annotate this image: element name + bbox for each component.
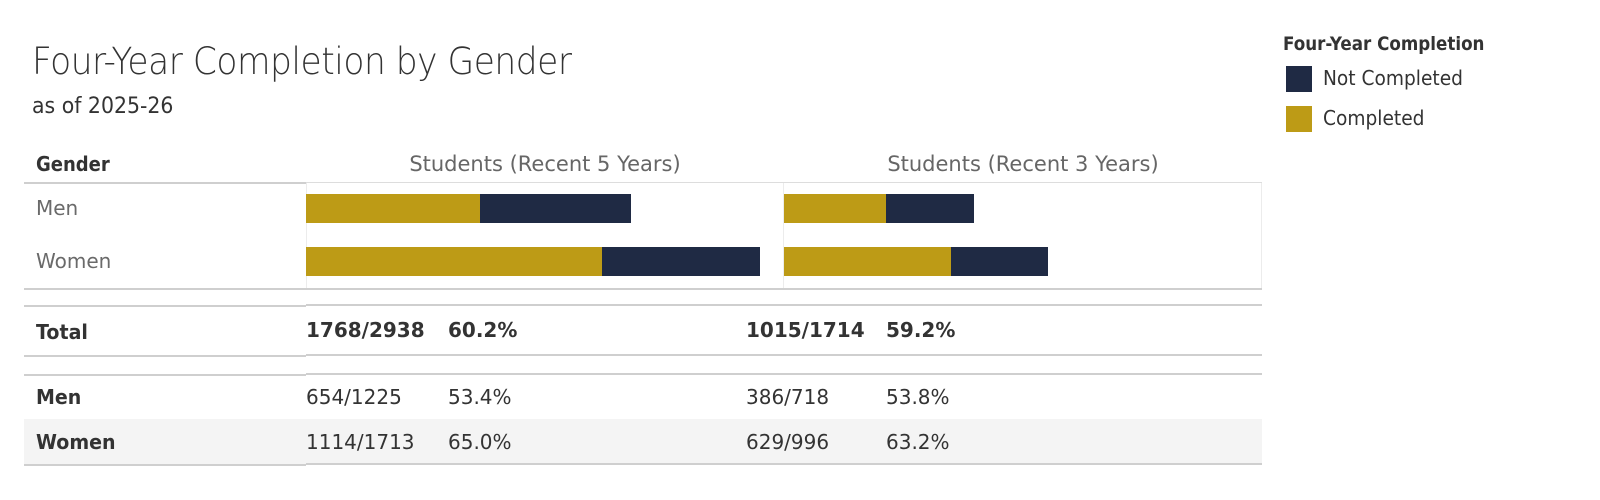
men-5yr-pct: 53.4% [448, 385, 512, 409]
total-label: Total [36, 320, 88, 344]
legend-label-not-completed[interactable]: Not Completed [1323, 66, 1463, 90]
legend-swatch-completed[interactable] [1286, 106, 1312, 132]
women-5yr-pct: 65.0% [448, 430, 512, 454]
bar-men-5yr-not-completed[interactable] [480, 194, 631, 223]
row-header-gender[interactable]: Gender [36, 152, 110, 176]
total-5yr-ratio: 1768/2938 [306, 318, 425, 342]
bar-women-3yr-not-completed[interactable] [951, 247, 1048, 276]
women-3yr-pct: 63.2% [886, 430, 950, 454]
column-header-recent-5-years[interactable]: Students (Recent 5 Years) [409, 152, 681, 176]
total-bottom-divider-left [24, 355, 306, 357]
chart-title: Four-Year Completion by Gender [32, 40, 572, 83]
table-row-women-label: Women [36, 430, 116, 454]
bar-women-3yr-completed[interactable] [784, 247, 951, 276]
men-3yr-pct: 53.8% [886, 385, 950, 409]
detail-top-divider-left [24, 374, 306, 376]
table-bottom-divider-left [24, 464, 306, 466]
chart-subtitle: as of 2025-26 [32, 94, 174, 119]
chart-bottom-divider-left [24, 288, 306, 290]
total-top-divider-right [306, 304, 1262, 306]
table-row-women [24, 419, 1262, 464]
header-divider-left [24, 182, 306, 184]
bar-men-5yr-completed[interactable] [306, 194, 480, 223]
legend-title: Four-Year Completion [1283, 33, 1485, 55]
bar-men-3yr-not-completed[interactable] [886, 194, 974, 223]
total-5yr-pct: 60.2% [448, 318, 518, 342]
table-row-men-label: Men [36, 385, 82, 409]
men-3yr-ratio: 386/718 [746, 385, 830, 409]
total-bottom-divider-right [306, 354, 1262, 356]
pane-border-right [1261, 183, 1262, 289]
men-5yr-ratio: 654/1225 [306, 385, 402, 409]
total-top-divider-left [24, 305, 306, 307]
bar-women-5yr-completed[interactable] [306, 247, 602, 276]
women-5yr-ratio: 1114/1713 [306, 430, 415, 454]
row-label-men[interactable]: Men [36, 196, 79, 220]
column-header-recent-3-years[interactable]: Students (Recent 3 Years) [887, 152, 1159, 176]
bar-men-3yr-completed[interactable] [784, 194, 886, 223]
pane-divider [783, 183, 784, 289]
total-3yr-ratio: 1015/1714 [746, 318, 865, 342]
women-3yr-ratio: 629/996 [746, 430, 830, 454]
table-bottom-divider-right [306, 463, 1262, 465]
total-3yr-pct: 59.2% [886, 318, 956, 342]
header-divider-right [306, 182, 1262, 183]
pane-border-left [306, 183, 307, 289]
chart-bottom-divider-right [306, 288, 1262, 290]
legend-swatch-not-completed[interactable] [1286, 66, 1312, 92]
detail-top-divider-right [306, 373, 1262, 375]
bar-women-5yr-not-completed[interactable] [602, 247, 760, 276]
row-label-women[interactable]: Women [36, 249, 112, 273]
legend-label-completed[interactable]: Completed [1323, 106, 1425, 130]
